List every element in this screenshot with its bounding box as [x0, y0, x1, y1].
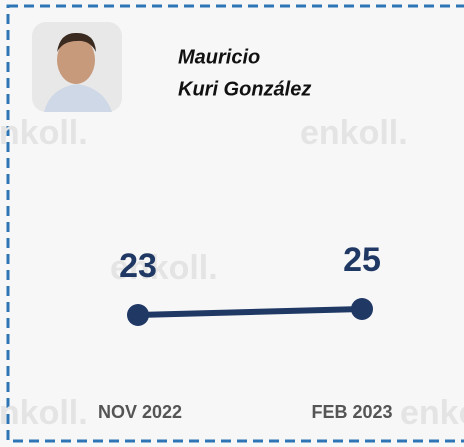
- watermark: enkoll.: [300, 114, 408, 152]
- watermark: enkoll.: [0, 394, 88, 432]
- point: [351, 298, 373, 320]
- value-label: 25: [343, 241, 381, 279]
- x-label: NOV 2022: [98, 402, 182, 422]
- watermark: enkoll.: [0, 114, 88, 152]
- avatar: [32, 22, 122, 112]
- value-label: 23: [119, 247, 157, 285]
- x-label: FEB 2023: [311, 402, 392, 422]
- point: [127, 304, 149, 326]
- card: enkoll.enkoll.enkoll.enkoll.enkoll. Maur…: [0, 0, 464, 447]
- name-line: Mauricio: [178, 46, 260, 68]
- watermark: enkoll.: [400, 394, 464, 432]
- name-line: Kuri González: [178, 78, 311, 100]
